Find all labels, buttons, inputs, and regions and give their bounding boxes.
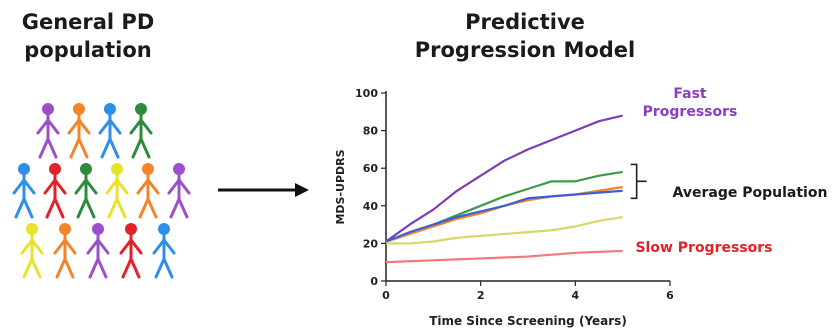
x-axis-label: Time Since Screening (Years) (429, 314, 627, 328)
person-icon (43, 163, 67, 219)
person-icon (119, 223, 143, 279)
y-tick-label: 60 (363, 162, 379, 175)
person-icon (67, 103, 91, 159)
person-icon (136, 163, 160, 219)
population-figures (12, 103, 191, 279)
series-line (385, 189, 623, 243)
y-tick-label: 0 (370, 275, 378, 288)
model-title-line-2: Progression Model (414, 38, 636, 62)
y-axis-label: MDS-UPDRS (334, 149, 347, 224)
x-tick-label: 0 (382, 289, 390, 302)
person-icon (98, 103, 122, 159)
y-tick-label: 80 (363, 125, 379, 138)
general-population-title-line-1: General PD (21, 10, 155, 34)
general-population-title: General PD population (0, 8, 176, 64)
x-tick-label: 6 (666, 289, 674, 302)
chart-annotation: Slow Progressors (635, 240, 772, 256)
arrow-right-icon (218, 183, 309, 197)
person-icon (74, 163, 98, 219)
average-bracket (630, 163, 647, 200)
person-icon (86, 223, 110, 279)
chart-annotation: Fast (673, 86, 707, 102)
person-icon (12, 163, 36, 219)
person-icon (167, 163, 191, 219)
person-icon (20, 223, 44, 279)
person-icon (36, 103, 60, 159)
person-icon (152, 223, 176, 279)
series-line (386, 215, 623, 245)
general-population-title-line-2: population (24, 38, 152, 62)
y-tick-label: 40 (363, 200, 379, 213)
y-tick-label: 20 (363, 237, 379, 250)
model-title: Predictive Progression Model (395, 8, 655, 64)
x-tick-label: 2 (477, 289, 485, 302)
chart-annotation: Progressors (643, 104, 738, 120)
series-line (385, 249, 623, 264)
model-title-line-1: Predictive (465, 10, 585, 34)
person-icon (53, 223, 77, 279)
chart-annotation: Average Population (673, 185, 828, 201)
person-icon (105, 163, 129, 219)
person-icon (129, 103, 153, 159)
x-tick-label: 4 (572, 289, 580, 302)
progression-chart: 0 20 40 60 80 100 0 2 4 6 Time Since Screening (Ye… (334, 86, 828, 328)
series-line (385, 114, 623, 243)
y-tick-label: 100 (355, 87, 378, 100)
